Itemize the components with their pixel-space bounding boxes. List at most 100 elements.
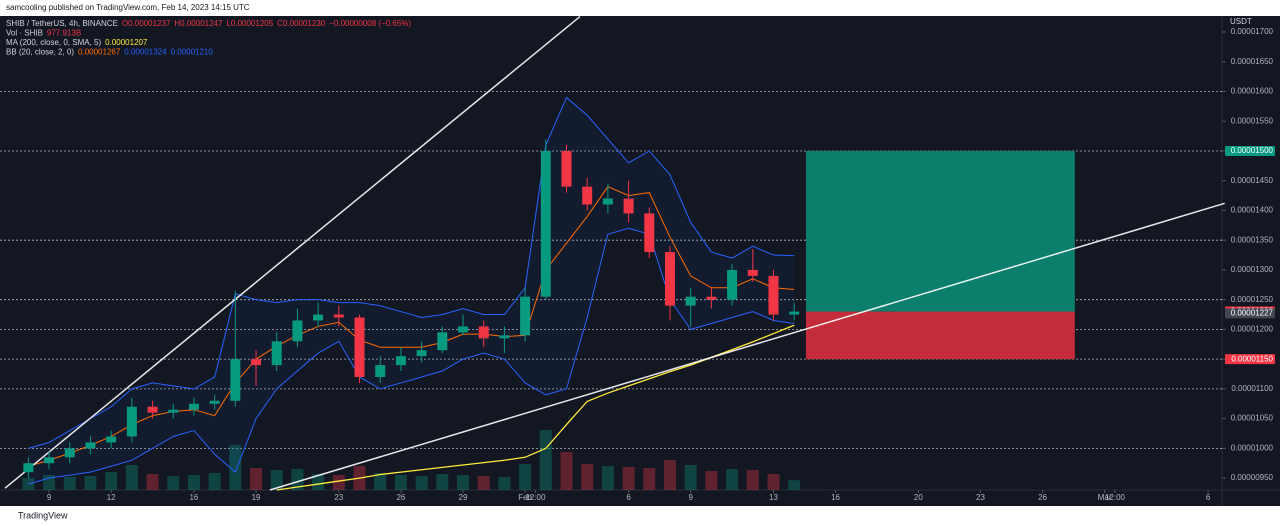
volume-bar bbox=[788, 480, 801, 490]
candle-body bbox=[85, 442, 96, 449]
candle-body bbox=[478, 326, 489, 339]
volume-bar bbox=[519, 464, 532, 490]
volume-bar bbox=[643, 468, 656, 490]
legend-value: C0.00001230 bbox=[277, 19, 326, 28]
volume-bar bbox=[250, 468, 263, 490]
candle-body bbox=[768, 275, 779, 315]
candle-body bbox=[437, 332, 448, 351]
candle-body bbox=[458, 326, 469, 333]
candle-body bbox=[126, 406, 137, 437]
volume-bar bbox=[415, 476, 428, 490]
price-label: 0.00001227 bbox=[1231, 308, 1274, 317]
trendline bbox=[269, 202, 1225, 491]
legend-value: 0.00001210 bbox=[171, 48, 214, 57]
candle-body bbox=[106, 436, 117, 443]
candle-body bbox=[333, 314, 344, 318]
legend-row: BB (20, close, 2, 0) 0.00001267 0.00001324… bbox=[6, 48, 213, 57]
x-tick-label: 23 bbox=[976, 493, 985, 502]
legend-name: BB (20, close, 2, 0) bbox=[6, 48, 74, 57]
volume-bar bbox=[167, 476, 180, 490]
top-bar bbox=[0, 0, 1280, 16]
volume-bar bbox=[436, 474, 449, 490]
volume-bar bbox=[84, 476, 97, 490]
y-tick-label: 0.00001650 bbox=[1231, 57, 1274, 66]
volume-bar bbox=[581, 464, 594, 490]
candle-body bbox=[292, 320, 303, 342]
volume-bar bbox=[560, 452, 573, 490]
byline: samcooling published on TradingView.com,… bbox=[6, 3, 250, 12]
x-tick-label: 6 bbox=[626, 493, 631, 502]
volume-bar bbox=[477, 476, 490, 490]
candle-body bbox=[520, 296, 531, 336]
volume-bar bbox=[125, 465, 138, 490]
volume-bar bbox=[374, 473, 387, 490]
volume-bar bbox=[208, 473, 221, 490]
candle-body bbox=[623, 198, 634, 214]
candle-body bbox=[230, 359, 241, 401]
candle-body bbox=[602, 198, 613, 205]
candle-body bbox=[271, 341, 282, 366]
volume-bar bbox=[332, 475, 345, 490]
candle-body bbox=[168, 409, 179, 413]
legend-name: MA (200, close, 0, SMA, 5) bbox=[6, 38, 101, 47]
legend-value: L0.00001205 bbox=[226, 19, 273, 28]
plot: 0.00001700 0.00001650 0.00001600 0.00001550… bbox=[0, 15, 1275, 502]
volume-bar bbox=[312, 474, 325, 490]
volume-bar bbox=[394, 475, 407, 490]
volume-bar bbox=[684, 465, 697, 490]
volume-bar bbox=[767, 474, 780, 490]
candle-body bbox=[747, 269, 758, 276]
x-tick-label: 16 bbox=[189, 493, 198, 502]
price-label-box bbox=[1225, 308, 1275, 319]
candle-body bbox=[664, 252, 675, 306]
candle-body bbox=[416, 350, 427, 357]
candle-body bbox=[540, 150, 551, 297]
volume-bar bbox=[663, 460, 676, 490]
footer-brand: TradingView bbox=[18, 510, 68, 520]
volume-bar bbox=[726, 469, 739, 490]
y-tick-label: 0.00001400 bbox=[1231, 206, 1274, 215]
candle-body bbox=[64, 448, 75, 458]
x-tick-label: 20 bbox=[914, 493, 923, 502]
volume-bar bbox=[622, 467, 635, 490]
x-tick-label: Mar bbox=[1098, 493, 1112, 502]
volume-bar bbox=[498, 477, 511, 490]
x-tick-label: 9 bbox=[688, 493, 693, 502]
y-tick-label: 0.00001450 bbox=[1231, 176, 1274, 185]
y-tick-label: 0.00001100 bbox=[1231, 384, 1273, 393]
candle-body bbox=[395, 356, 406, 366]
x-tick-label: 13 bbox=[769, 493, 778, 502]
price-label: 0.00001150 bbox=[1231, 354, 1273, 363]
loss-zone bbox=[805, 311, 1075, 360]
legend-value: −0.00000008 (−0.65%) bbox=[329, 19, 411, 28]
volume-bar bbox=[746, 470, 759, 490]
trendline bbox=[4, 15, 581, 489]
x-tick-label: 12:00 bbox=[525, 493, 546, 502]
volume-bar bbox=[705, 471, 718, 490]
volume-bar bbox=[105, 472, 118, 490]
profit-zone bbox=[805, 150, 1075, 312]
footer-bar bbox=[0, 506, 1280, 526]
volume-bar bbox=[457, 475, 470, 490]
x-tick-label: 16 bbox=[831, 493, 840, 502]
legend-name: Vol · SHIB bbox=[6, 29, 43, 38]
legend-value: H0.00001247 bbox=[174, 19, 223, 28]
legend-value: O0.00001237 bbox=[122, 19, 171, 28]
y-tick-label: 0.00001600 bbox=[1231, 87, 1274, 96]
candle-body bbox=[499, 335, 510, 339]
legend-row: Vol · SHIB 977.913B bbox=[6, 29, 81, 38]
legend-value: 0.00001267 bbox=[78, 48, 121, 57]
candle-body bbox=[644, 213, 655, 253]
volume-bar bbox=[270, 470, 283, 490]
x-tick-label: 19 bbox=[252, 493, 261, 502]
candle-body bbox=[727, 269, 738, 300]
x-tick-label: 26 bbox=[1038, 493, 1047, 502]
x-tick-label: 9 bbox=[47, 493, 52, 502]
volume-bar bbox=[146, 474, 159, 490]
legend-row: SHIB / TetherUS, 4h, BINANCE O0.00001237 H… bbox=[6, 19, 411, 28]
legend-value: 977.913B bbox=[47, 29, 81, 38]
x-tick-label: 6 bbox=[1206, 493, 1211, 502]
candle-body bbox=[23, 463, 34, 473]
legend-row: MA (200, close, 0, SMA, 5) 0.00001207 bbox=[6, 38, 148, 47]
